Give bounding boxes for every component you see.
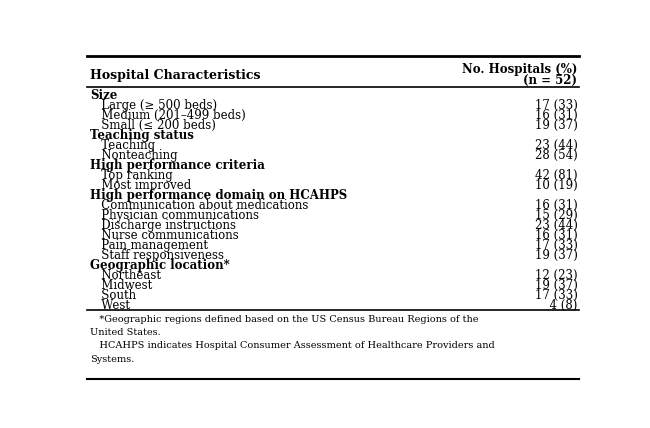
Text: High performance criteria: High performance criteria [90,159,265,172]
Text: Size: Size [90,89,117,102]
Text: 16 (31): 16 (31) [535,109,577,122]
Text: Physician communications: Physician communications [90,209,259,222]
Text: (n = 52): (n = 52) [523,74,577,87]
Text: Geographic location*: Geographic location* [90,259,229,272]
Text: 12 (23): 12 (23) [535,269,577,282]
Text: Hospital Characteristics: Hospital Characteristics [90,69,260,82]
Text: 10 (19): 10 (19) [535,179,577,192]
Text: 15 (29): 15 (29) [535,209,577,222]
Text: 16 (31): 16 (31) [535,229,577,242]
Text: West: West [90,299,130,312]
Text: 19 (37): 19 (37) [534,119,577,132]
Text: Small (≤ 200 beds): Small (≤ 200 beds) [90,119,216,132]
Text: *Geographic regions defined based on the US Census Bureau Regions of the: *Geographic regions defined based on the… [90,315,478,324]
Text: Teaching status: Teaching status [90,129,194,142]
Text: Pain management: Pain management [90,239,208,252]
Text: High performance domain on HCAHPS: High performance domain on HCAHPS [90,189,347,202]
Text: No. Hospitals (%): No. Hospitals (%) [462,63,577,76]
Text: 4 (8): 4 (8) [542,299,577,312]
Text: 17 (33): 17 (33) [534,288,577,302]
Text: 19 (37): 19 (37) [534,279,577,291]
Text: 23 (44): 23 (44) [534,219,577,232]
Text: 23 (44): 23 (44) [534,139,577,152]
Text: HCAHPS indicates Hospital Consumer Assessment of Healthcare Providers and: HCAHPS indicates Hospital Consumer Asses… [90,342,495,351]
Text: 17 (33): 17 (33) [534,239,577,252]
Text: 17 (33): 17 (33) [534,99,577,112]
Text: 42 (81): 42 (81) [535,169,577,182]
Text: Top ranking: Top ranking [90,169,172,182]
Text: Large (≥ 500 beds): Large (≥ 500 beds) [90,99,217,112]
Text: Systems.: Systems. [90,354,134,363]
Text: Discharge instructions: Discharge instructions [90,219,236,232]
Text: Midwest: Midwest [90,279,152,291]
Text: Most improved: Most improved [90,179,191,192]
Text: Northeast: Northeast [90,269,161,282]
Text: Staff responsiveness: Staff responsiveness [90,249,224,262]
Text: Teaching: Teaching [90,139,155,152]
Text: Communication about medications: Communication about medications [90,199,308,212]
Text: South: South [90,288,136,302]
Text: 28 (54): 28 (54) [535,149,577,162]
Text: Medium (201–499 beds): Medium (201–499 beds) [90,109,246,122]
Text: Nonteaching: Nonteaching [90,149,177,162]
Text: Nurse communications: Nurse communications [90,229,239,242]
Text: 16 (31): 16 (31) [535,199,577,212]
Text: 19 (37): 19 (37) [534,249,577,262]
Text: United States.: United States. [90,328,161,337]
